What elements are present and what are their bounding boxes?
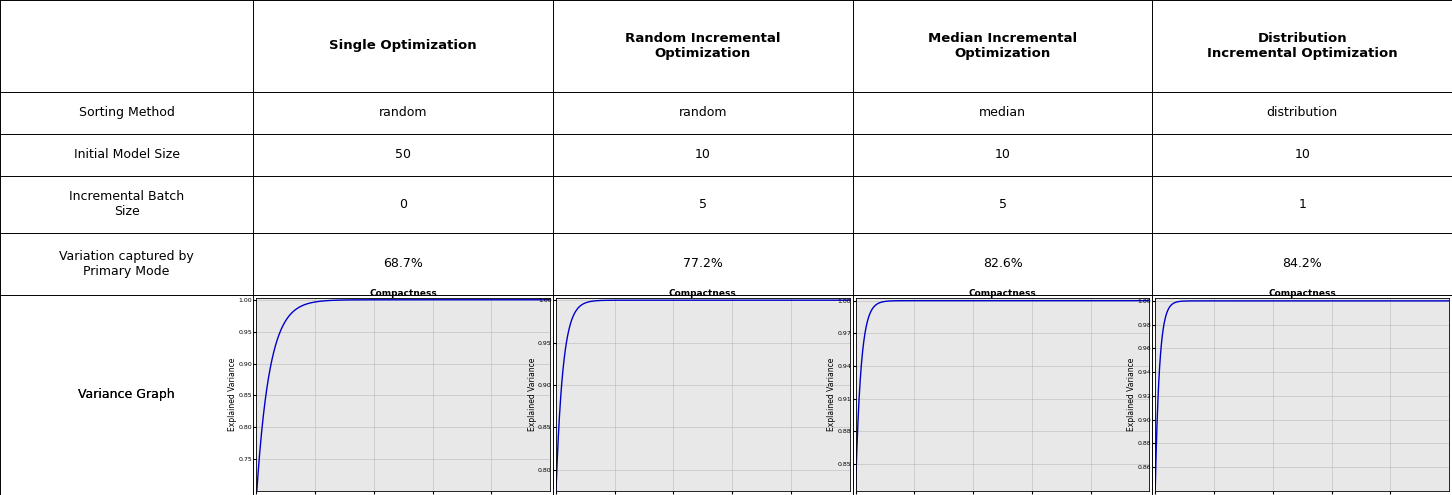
Text: Single Optimization: Single Optimization (330, 39, 478, 52)
Text: Incremental Batch
Size: Incremental Batch Size (70, 190, 184, 218)
Text: Distribution
Incremental Optimization: Distribution Incremental Optimization (1207, 32, 1397, 60)
Title: Compactness: Compactness (669, 290, 736, 298)
Text: 68.7%: 68.7% (383, 257, 423, 270)
Y-axis label: Explained Variance: Explained Variance (1127, 358, 1135, 432)
Text: Random Incremental
Optimization: Random Incremental Optimization (626, 32, 781, 60)
Text: Median Incremental
Optimization: Median Incremental Optimization (928, 32, 1077, 60)
Text: 50: 50 (395, 148, 411, 161)
Text: 0: 0 (399, 198, 407, 211)
Text: Sorting Method: Sorting Method (78, 106, 174, 119)
Text: 5: 5 (698, 198, 707, 211)
Y-axis label: Explained Variance: Explained Variance (228, 358, 237, 432)
Title: Compactness: Compactness (369, 290, 437, 298)
Text: 10: 10 (1294, 148, 1310, 161)
Text: Variance Graph: Variance Graph (78, 388, 176, 401)
Text: 1: 1 (1298, 198, 1307, 211)
Text: random: random (678, 106, 727, 119)
Title: Compactness: Compactness (1268, 290, 1336, 298)
Text: Variance Graph: Variance Graph (78, 388, 176, 401)
Text: 10: 10 (995, 148, 1011, 161)
Text: 82.6%: 82.6% (983, 257, 1022, 270)
Text: median: median (979, 106, 1027, 119)
Text: 10: 10 (696, 148, 711, 161)
Y-axis label: Explained Variance: Explained Variance (828, 358, 836, 432)
Text: Initial Model Size: Initial Model Size (74, 148, 180, 161)
Text: 84.2%: 84.2% (1282, 257, 1321, 270)
Text: 5: 5 (999, 198, 1006, 211)
Text: random: random (379, 106, 427, 119)
Text: 77.2%: 77.2% (682, 257, 723, 270)
Title: Compactness: Compactness (968, 290, 1037, 298)
Y-axis label: Explained Variance: Explained Variance (527, 358, 537, 432)
Text: distribution: distribution (1266, 106, 1337, 119)
Text: Variation captured by
Primary Mode: Variation captured by Primary Mode (60, 249, 195, 278)
